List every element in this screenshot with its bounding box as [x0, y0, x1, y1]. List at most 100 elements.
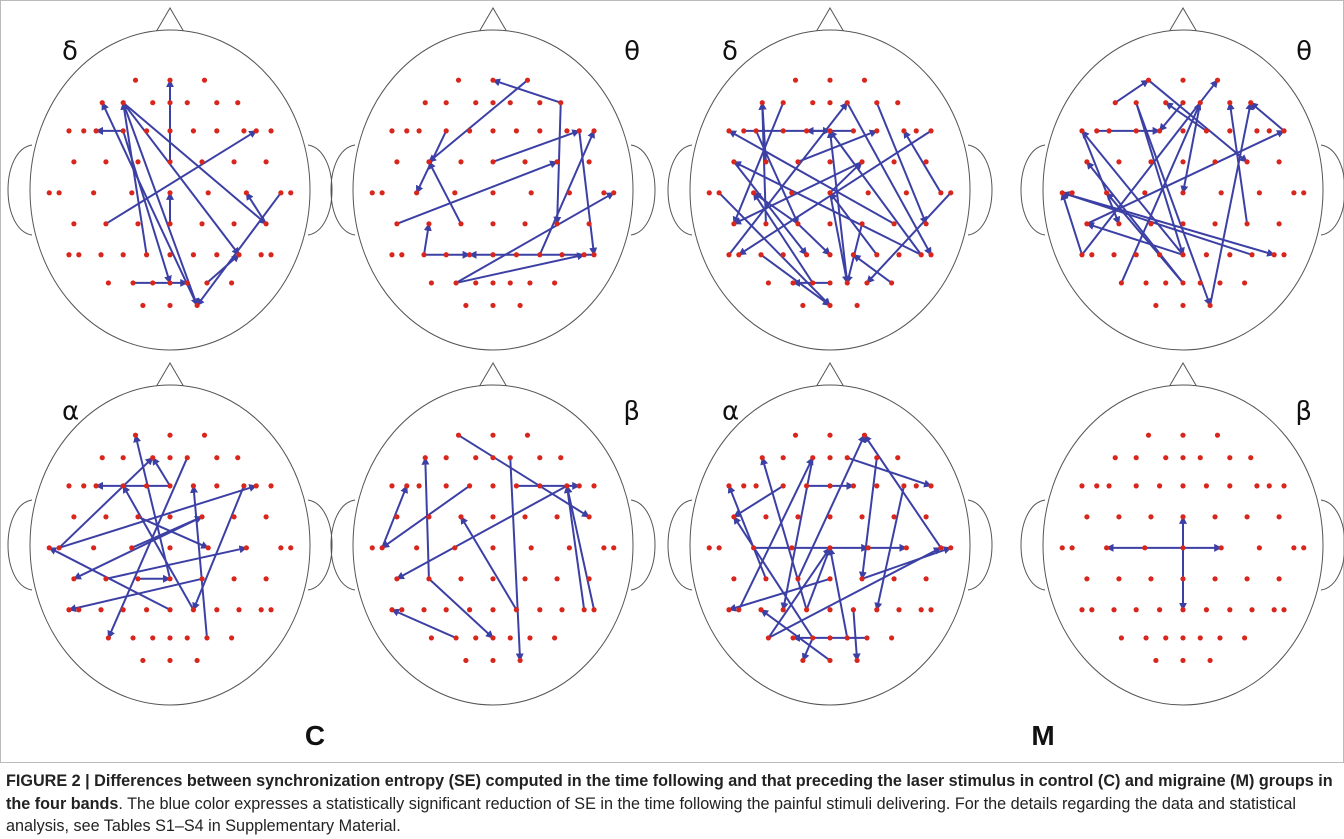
band-label: α: [62, 397, 79, 427]
electrode: [795, 159, 801, 165]
connection-arrow: [1209, 101, 1254, 306]
electrode: [1276, 221, 1282, 227]
electrode: [896, 252, 902, 258]
electrode: [1180, 607, 1186, 613]
electrode: [1218, 545, 1224, 551]
connection-arrow: [190, 484, 208, 639]
electrode: [792, 77, 799, 83]
electrode: [827, 432, 833, 438]
electrode: [143, 128, 150, 134]
electrode: [864, 635, 870, 641]
electrode: [130, 635, 136, 641]
electrode: [790, 280, 796, 286]
connection-arrow: [732, 102, 785, 225]
electrode: [827, 302, 833, 309]
electrode: [895, 100, 901, 106]
electrode: [716, 190, 722, 196]
electrode: [928, 128, 934, 134]
electrode: [416, 483, 422, 489]
electrode: [554, 514, 560, 520]
electrode: [554, 576, 560, 582]
band-label: α: [722, 397, 739, 427]
connection-arrow: [1164, 101, 1207, 132]
electrode: [369, 545, 375, 551]
electrode: [236, 252, 242, 258]
electrode: [726, 483, 732, 489]
electrode: [132, 432, 139, 438]
electrode: [864, 280, 870, 286]
electrode: [458, 514, 464, 520]
nose: [1168, 7, 1198, 33]
electrode: [889, 280, 895, 286]
electrode: [1248, 455, 1254, 461]
electrode: [1254, 128, 1260, 134]
electrode: [1242, 280, 1248, 286]
electrode: [253, 483, 259, 489]
electrode: [938, 190, 944, 196]
connection-arrow: [728, 577, 831, 612]
electrode: [490, 607, 496, 613]
electrode: [923, 576, 929, 582]
connection-arrow: [423, 222, 432, 255]
nose: [478, 7, 508, 33]
connection-arrow: [780, 457, 814, 611]
electrode: [1116, 159, 1122, 165]
nose: [478, 362, 508, 388]
electrode: [896, 607, 902, 613]
ear: [967, 499, 993, 591]
electrode: [513, 607, 520, 613]
electrode: [231, 514, 237, 520]
electrode: [1301, 545, 1307, 551]
electrode: [507, 635, 513, 641]
electrode: [874, 483, 880, 489]
electrode: [527, 280, 533, 286]
electrode: [288, 545, 294, 551]
connection-arrow: [428, 578, 494, 639]
electrode: [591, 252, 597, 258]
electrode: [731, 159, 737, 165]
electrode: [214, 252, 220, 258]
electrode: [522, 221, 528, 227]
electrode: [167, 302, 173, 309]
electrode: [473, 635, 479, 641]
connection-arrow: [852, 609, 861, 662]
electrode: [795, 576, 801, 582]
electrode: [751, 545, 757, 551]
electrode: [1249, 252, 1255, 258]
electrode: [76, 607, 82, 613]
electrode: [1227, 455, 1233, 461]
electrode: [874, 252, 880, 258]
electrode: [810, 635, 816, 641]
electrode: [731, 514, 737, 520]
electrode: [490, 483, 496, 489]
connection-arrow: [1081, 130, 1184, 256]
connection-arrow: [733, 516, 814, 639]
electrode: [1271, 252, 1277, 258]
connection-arrow: [48, 546, 171, 611]
electrode: [278, 190, 284, 196]
electrode: [229, 280, 235, 286]
electrode: [1254, 483, 1260, 489]
electrode: [258, 607, 264, 613]
electrode: [1212, 514, 1218, 520]
electrode: [194, 657, 200, 664]
electrode: [1069, 190, 1075, 196]
electrode: [184, 100, 190, 106]
connection-arrow: [460, 515, 518, 611]
electrode: [948, 545, 954, 551]
electrode: [428, 635, 434, 641]
electrode: [1214, 432, 1221, 438]
electrode: [765, 635, 772, 641]
electrode: [726, 128, 732, 134]
electrode: [1106, 128, 1112, 134]
electrode: [913, 128, 919, 134]
electrode: [1276, 514, 1282, 520]
electrode: [190, 607, 197, 613]
electrode: [1281, 607, 1287, 613]
electrode: [1094, 128, 1100, 134]
electrode: [795, 221, 801, 227]
connection-arrow: [737, 456, 814, 611]
electrode: [564, 483, 570, 489]
electrode: [120, 128, 126, 134]
